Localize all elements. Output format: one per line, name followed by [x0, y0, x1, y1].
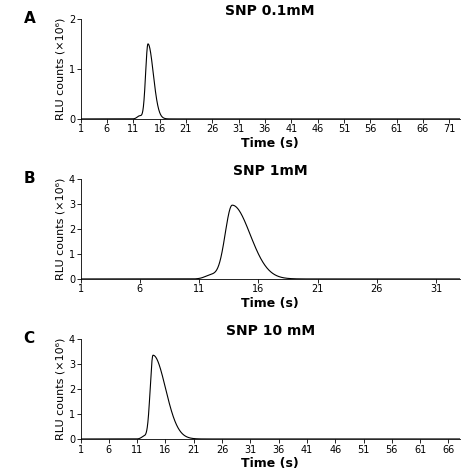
- Text: A: A: [24, 11, 36, 26]
- X-axis label: Time (s): Time (s): [241, 457, 299, 470]
- Title: SNP 10 mM: SNP 10 mM: [226, 324, 315, 338]
- Text: B: B: [24, 171, 36, 186]
- Text: C: C: [24, 331, 35, 346]
- X-axis label: Time (s): Time (s): [241, 137, 299, 150]
- X-axis label: Time (s): Time (s): [241, 297, 299, 310]
- Y-axis label: RLU counts (×10⁶): RLU counts (×10⁶): [56, 178, 66, 280]
- Y-axis label: RLU counts (×10⁶): RLU counts (×10⁶): [56, 18, 66, 120]
- Y-axis label: RLU counts (×10⁶): RLU counts (×10⁶): [56, 338, 66, 440]
- Title: SNP 1mM: SNP 1mM: [233, 164, 308, 178]
- Title: SNP 0.1mM: SNP 0.1mM: [226, 4, 315, 18]
